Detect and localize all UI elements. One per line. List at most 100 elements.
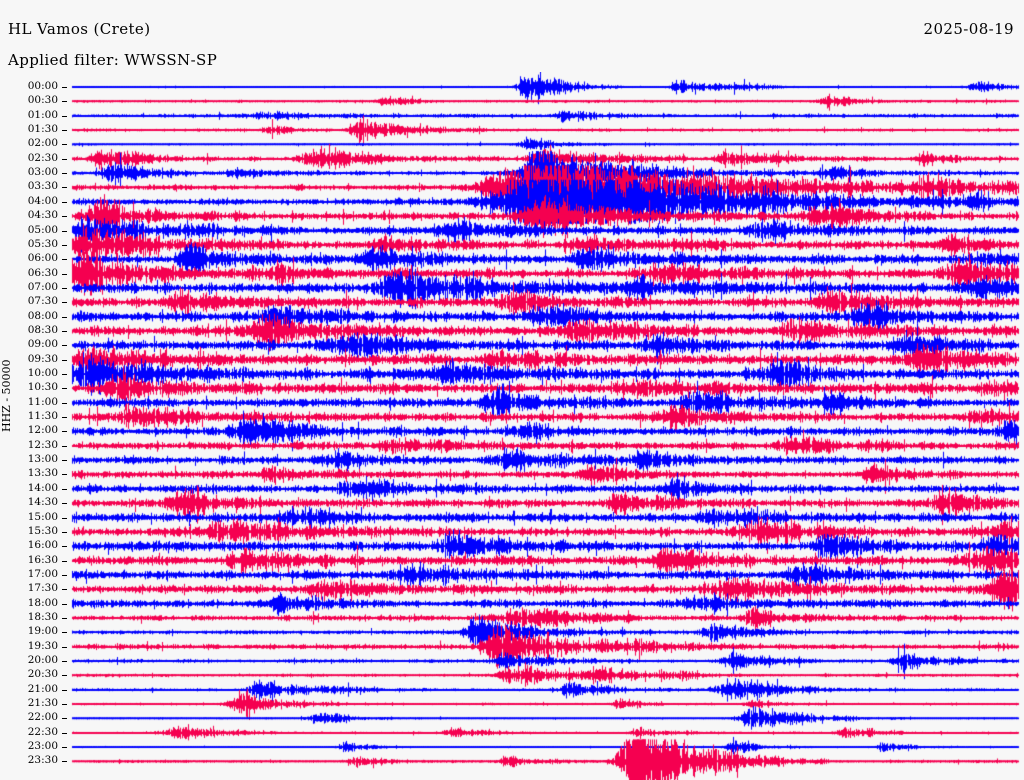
time-axis-label: 20:00 xyxy=(27,654,58,666)
time-axis-tick xyxy=(62,604,67,605)
time-axis-label: 19:30 xyxy=(27,639,58,652)
time-axis-label: 08:30 xyxy=(27,323,58,336)
time-axis-label: 02:30 xyxy=(27,151,58,164)
time-axis-tick xyxy=(62,489,67,490)
time-axis-tick xyxy=(62,259,67,260)
applied-filter-label: Applied filter: WWSSN-SP xyxy=(8,51,218,69)
time-axis-label: 04:30 xyxy=(27,209,58,222)
time-axis-label: 07:30 xyxy=(27,295,58,308)
time-axis-label: 15:30 xyxy=(27,524,58,537)
time-axis-tick xyxy=(62,618,67,619)
time-axis-tick xyxy=(62,561,67,562)
time-axis-tick xyxy=(62,116,67,117)
record-date: 2025-08-19 xyxy=(923,20,1014,38)
time-axis-tick xyxy=(62,231,67,232)
time-axis-tick xyxy=(62,374,67,375)
time-axis-label: 09:00 xyxy=(27,338,58,351)
time-axis: 00:00 00:30 01:00 01:30 02:00 02:30 03:00 03:30… xyxy=(0,72,70,780)
time-axis-label: 14:00 xyxy=(27,481,58,494)
time-axis-tick xyxy=(62,302,67,303)
time-axis-tick xyxy=(62,345,67,346)
time-axis-label: 18:00 xyxy=(27,596,58,609)
time-axis-tick xyxy=(62,632,67,633)
time-axis-tick xyxy=(62,130,67,131)
time-axis-tick xyxy=(62,690,67,691)
time-axis-label: 02:00 xyxy=(27,137,58,150)
seismogram-plot: 00:00 00:30 01:00 01:30 02:00 02:30 03:00 03:30… xyxy=(0,72,1024,780)
time-axis-tick xyxy=(62,675,67,676)
time-axis-label: 09:30 xyxy=(27,352,58,365)
time-axis-tick xyxy=(62,187,67,188)
time-axis-tick xyxy=(62,532,67,533)
time-axis-label: 08:00 xyxy=(27,309,58,322)
time-axis-label: 03:30 xyxy=(27,180,58,193)
time-axis-tick xyxy=(62,431,67,432)
time-axis-label: 06:30 xyxy=(27,266,58,279)
time-axis-label: 23:00 xyxy=(27,740,58,753)
time-axis-label: 23:30 xyxy=(27,754,58,767)
time-axis-tick xyxy=(62,101,67,102)
time-axis-label: 00:00 xyxy=(27,80,58,92)
time-axis-label: 14:30 xyxy=(27,496,58,509)
time-axis-tick xyxy=(62,87,67,88)
time-axis-label: 12:00 xyxy=(27,424,58,437)
time-axis-tick xyxy=(62,647,67,648)
y-axis-label: HHZ - 50000 xyxy=(0,359,13,432)
time-axis-label: 10:00 xyxy=(27,367,58,379)
time-axis-tick xyxy=(62,761,67,762)
time-axis-tick xyxy=(62,747,67,748)
time-axis-label: 04:00 xyxy=(27,194,58,207)
time-axis-tick xyxy=(62,446,67,447)
time-axis-tick xyxy=(62,288,67,289)
time-axis-label: 13:30 xyxy=(27,467,58,480)
time-axis-label: 17:00 xyxy=(27,567,58,580)
time-axis-tick xyxy=(62,274,67,275)
time-axis-label: 18:30 xyxy=(27,610,58,623)
time-axis-label: 12:30 xyxy=(27,438,58,451)
seismic-trace-canvas xyxy=(0,72,1024,780)
time-axis-tick xyxy=(62,360,67,361)
page-title: HL Vamos (Crete) xyxy=(8,20,151,38)
time-axis-label: 16:30 xyxy=(27,553,58,566)
time-axis-tick xyxy=(62,460,67,461)
time-axis-label: 05:30 xyxy=(27,237,58,250)
time-axis-tick xyxy=(62,403,67,404)
time-axis-tick xyxy=(62,474,67,475)
time-axis-tick xyxy=(62,733,67,734)
time-axis-label: 05:00 xyxy=(27,223,58,236)
time-axis-tick xyxy=(62,245,67,246)
time-axis-tick xyxy=(62,144,67,145)
time-axis-tick xyxy=(62,718,67,719)
time-axis-tick xyxy=(62,417,67,418)
time-axis-tick xyxy=(62,503,67,504)
time-axis-label: 11:00 xyxy=(27,395,58,408)
time-axis-label: 00:30 xyxy=(27,94,58,107)
time-axis-tick xyxy=(62,575,67,576)
time-axis-label: 11:30 xyxy=(27,410,58,423)
time-axis-label: 22:30 xyxy=(27,725,58,738)
time-axis-tick xyxy=(62,202,67,203)
time-axis-tick xyxy=(62,216,67,217)
time-axis-label: 20:30 xyxy=(27,668,58,681)
time-axis-label: 17:30 xyxy=(27,582,58,595)
time-axis-label: 15:00 xyxy=(27,510,58,523)
time-axis-tick xyxy=(62,518,67,519)
time-axis-label: 06:00 xyxy=(27,252,58,265)
time-axis-tick xyxy=(62,173,67,174)
time-axis-tick xyxy=(62,546,67,547)
time-axis-label: 10:30 xyxy=(27,381,58,394)
time-axis-tick xyxy=(62,589,67,590)
time-axis-label: 07:00 xyxy=(27,280,58,293)
time-axis-tick xyxy=(62,159,67,160)
time-axis-tick xyxy=(62,317,67,318)
time-axis-label: 01:30 xyxy=(27,123,58,136)
time-axis-label: 21:30 xyxy=(27,697,58,710)
time-axis-label: 21:00 xyxy=(27,682,58,695)
time-axis-label: 22:00 xyxy=(27,711,58,724)
time-axis-label: 13:00 xyxy=(27,453,58,466)
time-axis-label: 01:00 xyxy=(27,108,58,121)
time-axis-label: 16:00 xyxy=(27,539,58,552)
time-axis-tick xyxy=(62,661,67,662)
time-axis-tick xyxy=(62,388,67,389)
time-axis-label: 19:00 xyxy=(27,625,58,638)
